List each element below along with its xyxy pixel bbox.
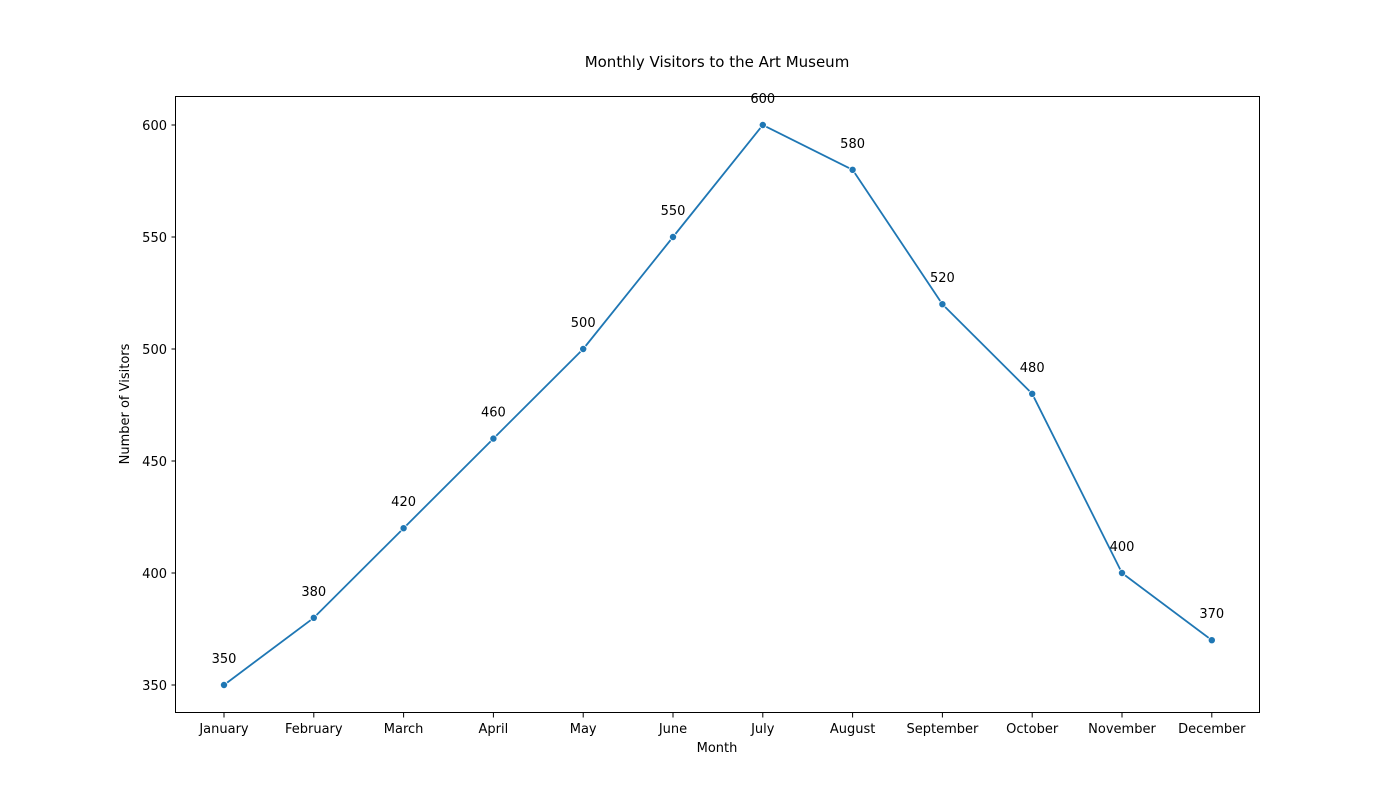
x-tick-label: August xyxy=(830,722,876,737)
data-label: 600 xyxy=(750,92,775,107)
data-labels: 350 380 420 460 500 550 600 580 520 480 400 370 xyxy=(212,92,1225,667)
data-point xyxy=(848,165,857,174)
data-point xyxy=(1118,569,1127,578)
y-tick-label: 550 xyxy=(142,231,167,246)
y-tick-label: 500 xyxy=(142,343,167,358)
y-tick-label: 600 xyxy=(142,119,167,134)
data-label: 520 xyxy=(930,271,955,286)
x-tick-label: May xyxy=(570,722,597,737)
y-axis-label: Number of Visitors xyxy=(118,343,133,464)
y-tick-label: 350 xyxy=(142,679,167,694)
data-label: 380 xyxy=(301,585,326,600)
data-label: 580 xyxy=(840,137,865,152)
x-tick-label: February xyxy=(285,722,343,737)
data-point xyxy=(669,232,678,241)
y-tick-label: 450 xyxy=(142,455,167,470)
x-axis: January February March April May June July Augu… xyxy=(198,713,1246,737)
series-layer xyxy=(219,121,1216,690)
x-tick-label: July xyxy=(750,722,775,737)
data-label: 370 xyxy=(1199,607,1224,622)
x-tick-label: October xyxy=(1006,722,1059,737)
data-label: 480 xyxy=(1020,361,1045,376)
x-tick-label: November xyxy=(1088,722,1156,737)
data-label: 500 xyxy=(571,316,596,331)
x-tick-label: June xyxy=(658,722,687,737)
data-point xyxy=(399,524,408,533)
data-label: 550 xyxy=(661,204,686,219)
data-point xyxy=(1028,389,1037,398)
data-point xyxy=(309,613,318,622)
chart-title: Monthly Visitors to the Art Museum xyxy=(585,53,850,71)
data-label: 400 xyxy=(1110,540,1135,555)
x-tick-label: April xyxy=(479,722,509,737)
data-point xyxy=(579,344,588,353)
plot-frame xyxy=(175,96,1260,713)
series-line xyxy=(223,124,1213,686)
data-point xyxy=(1207,636,1216,645)
x-tick-label: September xyxy=(906,722,979,737)
x-tick-label: January xyxy=(198,722,249,737)
x-tick-label: December xyxy=(1178,722,1246,737)
data-label: 460 xyxy=(481,406,506,421)
data-label: 350 xyxy=(212,652,237,667)
data-point xyxy=(489,434,498,443)
data-point xyxy=(219,681,228,690)
data-point xyxy=(758,121,767,130)
data-point xyxy=(938,300,947,309)
x-axis-label: Month xyxy=(697,741,738,756)
y-axis: 350 400 450 500 550 600 xyxy=(142,119,176,694)
y-tick-label: 400 xyxy=(142,567,167,582)
data-label: 420 xyxy=(391,495,416,510)
x-tick-label: March xyxy=(384,722,424,737)
